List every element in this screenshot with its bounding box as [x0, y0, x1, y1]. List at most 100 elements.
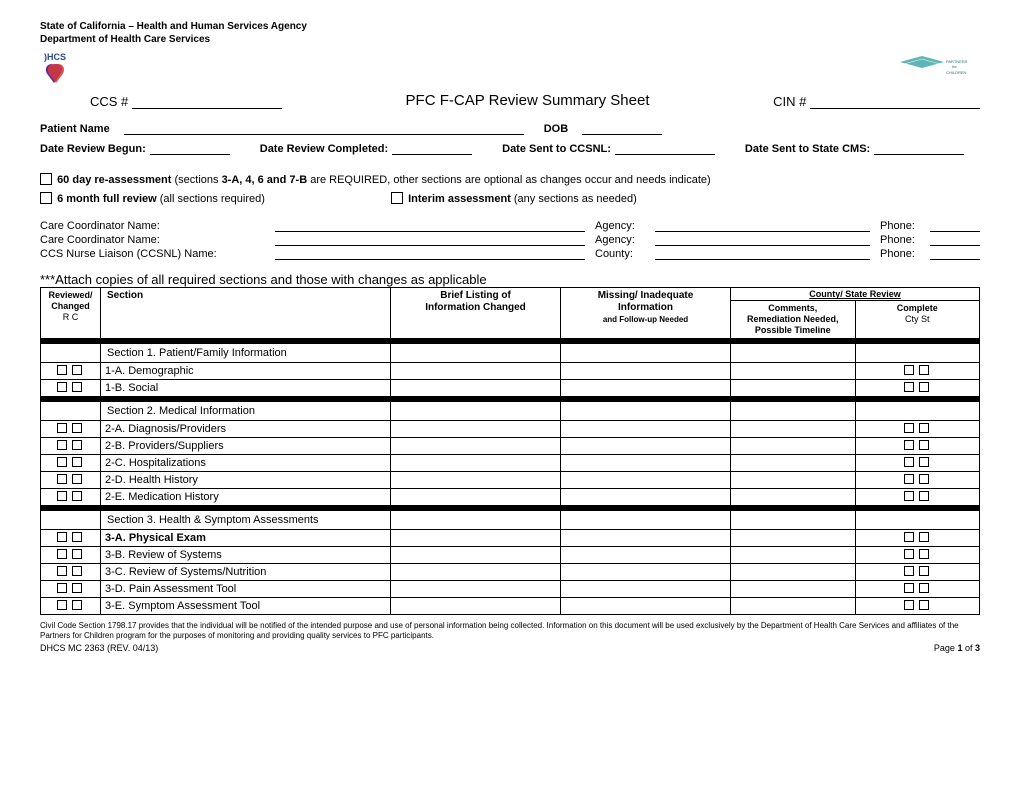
missing-cell[interactable] — [561, 420, 731, 437]
check-st[interactable] — [919, 474, 929, 484]
brief-cell[interactable] — [391, 488, 561, 505]
check-c[interactable] — [72, 423, 82, 433]
date-completed-field[interactable] — [392, 154, 472, 155]
check-cty[interactable] — [904, 365, 914, 375]
missing-cell[interactable] — [561, 597, 731, 614]
coord1-agency-field[interactable] — [655, 220, 870, 232]
brief-cell[interactable] — [391, 529, 561, 546]
check-cty[interactable] — [904, 440, 914, 450]
missing-cell[interactable] — [561, 362, 731, 379]
coord1-phone-field[interactable] — [930, 220, 980, 232]
check-st[interactable] — [919, 566, 929, 576]
check-r[interactable] — [57, 491, 67, 501]
comments-cell[interactable] — [731, 420, 856, 437]
check-cty[interactable] — [904, 491, 914, 501]
brief-cell[interactable] — [391, 343, 561, 362]
comments-cell[interactable] — [731, 362, 856, 379]
check-st[interactable] — [919, 491, 929, 501]
check-cty[interactable] — [904, 566, 914, 576]
missing-cell[interactable] — [561, 546, 731, 563]
missing-cell[interactable] — [561, 510, 731, 529]
check-c[interactable] — [72, 566, 82, 576]
missing-cell[interactable] — [561, 580, 731, 597]
sixty-day-checkbox[interactable] — [40, 173, 52, 185]
check-st[interactable] — [919, 600, 929, 610]
check-r[interactable] — [57, 532, 67, 542]
ccsnl-county-field[interactable] — [655, 248, 870, 260]
check-cty[interactable] — [904, 549, 914, 559]
comments-cell[interactable] — [731, 454, 856, 471]
brief-cell[interactable] — [391, 401, 561, 420]
check-cty[interactable] — [904, 382, 914, 392]
coord2-name-field[interactable] — [275, 234, 585, 246]
date-cms-field[interactable] — [874, 154, 964, 155]
check-st[interactable] — [919, 532, 929, 542]
check-c[interactable] — [72, 457, 82, 467]
check-c[interactable] — [72, 549, 82, 559]
missing-cell[interactable] — [561, 343, 731, 362]
missing-cell[interactable] — [561, 471, 731, 488]
comments-cell[interactable] — [731, 343, 856, 362]
check-r[interactable] — [57, 549, 67, 559]
check-c[interactable] — [72, 382, 82, 392]
ccsnl-name-field[interactable] — [275, 248, 585, 260]
check-st[interactable] — [919, 382, 929, 392]
patient-name-field[interactable] — [124, 134, 524, 135]
dob-field[interactable] — [582, 134, 662, 135]
check-c[interactable] — [72, 491, 82, 501]
brief-cell[interactable] — [391, 379, 561, 396]
comments-cell[interactable] — [731, 488, 856, 505]
missing-cell[interactable] — [561, 488, 731, 505]
date-begun-field[interactable] — [150, 154, 230, 155]
check-c[interactable] — [72, 440, 82, 450]
check-st[interactable] — [919, 549, 929, 559]
missing-cell[interactable] — [561, 379, 731, 396]
missing-cell[interactable] — [561, 401, 731, 420]
check-r[interactable] — [57, 423, 67, 433]
missing-cell[interactable] — [561, 454, 731, 471]
check-st[interactable] — [919, 423, 929, 433]
missing-cell[interactable] — [561, 437, 731, 454]
check-r[interactable] — [57, 474, 67, 484]
check-cty[interactable] — [904, 474, 914, 484]
comments-cell[interactable] — [731, 563, 856, 580]
check-c[interactable] — [72, 474, 82, 484]
check-c[interactable] — [72, 600, 82, 610]
brief-cell[interactable] — [391, 454, 561, 471]
check-r[interactable] — [57, 600, 67, 610]
comments-cell[interactable] — [731, 379, 856, 396]
brief-cell[interactable] — [391, 597, 561, 614]
check-r[interactable] — [57, 566, 67, 576]
comments-cell[interactable] — [731, 401, 856, 420]
check-r[interactable] — [57, 440, 67, 450]
check-r[interactable] — [57, 583, 67, 593]
comments-cell[interactable] — [731, 597, 856, 614]
brief-cell[interactable] — [391, 471, 561, 488]
check-st[interactable] — [919, 457, 929, 467]
missing-cell[interactable] — [561, 529, 731, 546]
brief-cell[interactable] — [391, 437, 561, 454]
check-cty[interactable] — [904, 600, 914, 610]
brief-cell[interactable] — [391, 362, 561, 379]
check-st[interactable] — [919, 440, 929, 450]
check-r[interactable] — [57, 457, 67, 467]
check-st[interactable] — [919, 583, 929, 593]
check-c[interactable] — [72, 365, 82, 375]
brief-cell[interactable] — [391, 563, 561, 580]
comments-cell[interactable] — [731, 437, 856, 454]
comments-cell[interactable] — [731, 529, 856, 546]
brief-cell[interactable] — [391, 580, 561, 597]
brief-cell[interactable] — [391, 420, 561, 437]
comments-cell[interactable] — [731, 546, 856, 563]
interim-checkbox[interactable] — [391, 192, 403, 204]
coord2-agency-field[interactable] — [655, 234, 870, 246]
date-ccsnl-field[interactable] — [615, 154, 715, 155]
brief-cell[interactable] — [391, 510, 561, 529]
check-cty[interactable] — [904, 532, 914, 542]
coord1-name-field[interactable] — [275, 220, 585, 232]
comments-cell[interactable] — [731, 580, 856, 597]
comments-cell[interactable] — [731, 471, 856, 488]
missing-cell[interactable] — [561, 563, 731, 580]
brief-cell[interactable] — [391, 546, 561, 563]
check-c[interactable] — [72, 532, 82, 542]
